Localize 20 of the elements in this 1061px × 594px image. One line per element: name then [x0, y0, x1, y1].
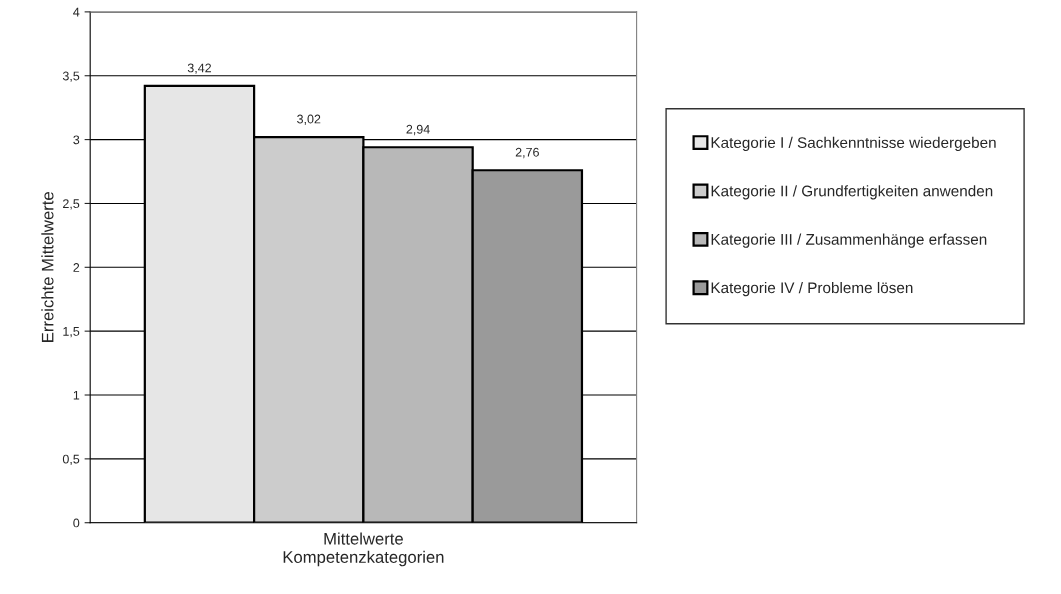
data-label: 2,94 — [406, 124, 430, 136]
legend-label: Kategorie IV / Probleme lösen — [711, 281, 913, 297]
y-tick-label: 4 — [73, 7, 80, 17]
y-tick-label: 2,5 — [63, 199, 80, 210]
x-axis-title: Kompetenzkategorien — [283, 550, 444, 567]
data-label: 3,02 — [297, 114, 321, 125]
legend-label: Kategorie I / Sachkenntnisse wiedergeben — [711, 136, 996, 152]
legend-label: Kategorie III / Zusammenhänge erfassen — [711, 233, 987, 248]
y-tick-label: 3 — [73, 135, 80, 145]
legend-label: Kategorie II / Grundfertigkeiten anwenden — [711, 185, 993, 200]
data-label: 3,42 — [187, 63, 212, 74]
y-tick-label: 1 — [73, 390, 80, 400]
y-tick-label: 0 — [73, 518, 80, 528]
y-tick-label: 2 — [73, 263, 80, 272]
data-label: 2,76 — [515, 147, 539, 159]
x-tick-label: Mittelwerte — [324, 532, 403, 545]
y-axis-title: Erreichte Mittelwerte — [41, 192, 54, 342]
y-tick-label: 0,5 — [62, 454, 80, 465]
y-tick-label: 1,5 — [63, 327, 80, 338]
y-tick-label: 3,5 — [62, 71, 80, 82]
